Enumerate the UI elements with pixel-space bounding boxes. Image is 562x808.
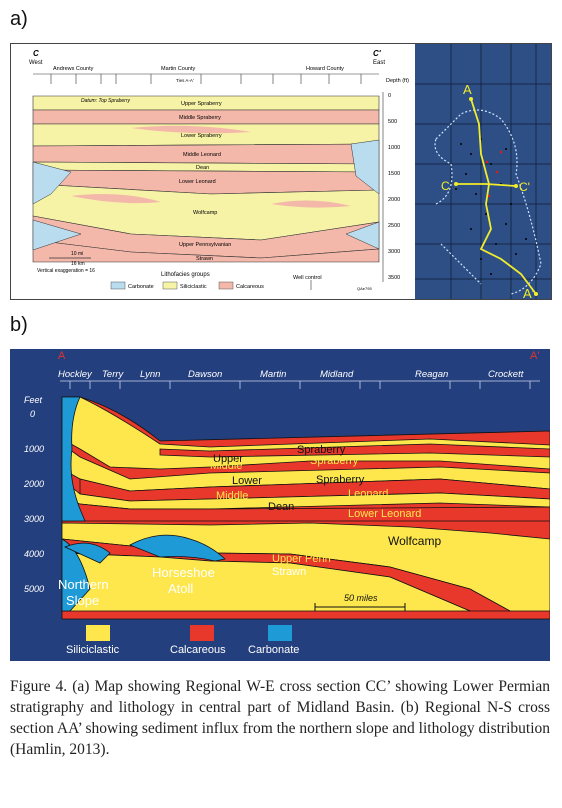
svg-text:Lynn: Lynn: [140, 369, 160, 380]
county-howard: Howard County: [306, 66, 344, 72]
svg-text:Dawson: Dawson: [188, 369, 222, 380]
map-label-c: C: [441, 179, 450, 193]
unit-dean: Dean: [196, 165, 209, 171]
svg-text:Leonard: Leonard: [348, 488, 388, 500]
unit-strawn: Strawn: [196, 256, 213, 262]
legend-swatch-calcareous: [190, 625, 214, 641]
svg-text:4000: 4000: [24, 549, 44, 559]
unit-upper-spraberry: Upper Spraberry: [181, 101, 222, 107]
svg-text:Upper: Upper: [213, 453, 243, 465]
cross-section-cc: [32, 92, 380, 263]
end-label-c-prime: C': [373, 49, 382, 58]
unit-middle-spraberry: Middle Spraberry: [179, 115, 221, 121]
svg-text:5000: 5000: [24, 584, 44, 594]
legend-swatch-siliciclastic: [86, 625, 110, 641]
svg-text:Hockley: Hockley: [58, 369, 93, 380]
svg-text:0: 0: [30, 409, 35, 419]
svg-text:Atoll: Atoll: [168, 581, 193, 596]
panel-label-a: a): [10, 8, 28, 30]
figure-caption: Figure 4. (a) Map showing Regional W-E c…: [10, 678, 550, 758]
svg-text:Northern: Northern: [58, 577, 109, 592]
county-labels: Hockley Terry Lynn Dawson Martin Midland…: [58, 369, 524, 380]
unit-wolfcamp: Wolfcamp: [193, 210, 217, 216]
unit-middle-leonard: Middle Leonard: [183, 152, 221, 158]
svg-text:500: 500: [388, 119, 397, 125]
location-map: A C C' A': [415, 44, 551, 301]
svg-text:Reagan: Reagan: [415, 369, 448, 380]
legend-calcareous: Calcareous: [236, 284, 264, 290]
unit-lower-leonard: Lower Leonard: [179, 179, 216, 185]
svg-text:Crockett: Crockett: [488, 369, 524, 380]
vertical-exaggeration: Vertical exaggeration = 16: [37, 268, 95, 274]
unit-upper-pennsylvanian: Upper Pennsylvanian: [179, 242, 231, 248]
svg-text:Spraberry: Spraberry: [316, 474, 365, 486]
unit-lower-spraberry: Lower Spraberry: [181, 133, 222, 139]
ties-label: Ties A-A': [176, 78, 194, 83]
svg-text:Wolfcamp: Wolfcamp: [388, 534, 441, 548]
svg-text:3000: 3000: [388, 249, 400, 255]
unit-labels-b: Upper Spraberry Middle Spraberry Lower S…: [210, 444, 441, 578]
svg-text:Spraberry: Spraberry: [297, 444, 346, 456]
depth-ticks-a: 0 500 1000 1500 2000 2500 3000 3500: [388, 93, 400, 281]
svg-text:Midland: Midland: [320, 369, 354, 380]
panel-label-b: b): [10, 314, 28, 336]
map-label-a-prime: A': [523, 286, 534, 299]
map-label-a: A: [463, 82, 472, 97]
legend-siliciclastic: Siliciclastic: [180, 284, 207, 290]
legend-carbonate: Carbonate: [248, 644, 299, 656]
lithofacies-title: Lithofacies groups: [161, 272, 210, 278]
well-ticks: [33, 73, 379, 84]
county-andrews: Andrews County: [53, 66, 94, 72]
end-label-a-prime: A': [530, 350, 539, 362]
svg-text:Terry: Terry: [102, 369, 125, 380]
svg-text:Martin: Martin: [260, 369, 286, 380]
legend-swatch-carbonate: [268, 625, 292, 641]
svg-text:Slope: Slope: [66, 593, 99, 608]
well-control-label: Well control: [293, 275, 322, 281]
svg-text:1000: 1000: [388, 145, 400, 151]
svg-text:2000: 2000: [388, 197, 400, 203]
northern-slope-label: Northern Slope: [58, 577, 109, 608]
svg-text:Dean: Dean: [268, 501, 294, 513]
end-label-c: C: [33, 49, 39, 58]
svg-text:1000: 1000: [24, 444, 44, 454]
legend-carbonate: Carbonate: [128, 284, 154, 290]
svg-text:2500: 2500: [388, 223, 400, 229]
svg-text:0: 0: [388, 93, 391, 99]
scale-mi: 10 mi: [71, 251, 83, 257]
svg-text:Strawn: Strawn: [272, 566, 306, 578]
dir-west: West: [29, 60, 43, 66]
svg-text:Spraberry: Spraberry: [310, 455, 359, 467]
legend-siliciclastic: Siliciclastic: [66, 644, 120, 656]
figure-b-cross-section: A A' Hockley Terry Lynn Dawson Martin Mi…: [10, 349, 551, 661]
depth-ticks-b: 0 1000 2000 3000 4000 5000: [23, 409, 44, 594]
svg-text:3000: 3000: [24, 514, 44, 524]
svg-text:Horseshoe: Horseshoe: [152, 565, 215, 580]
svg-text:Upper Penn: Upper Penn: [272, 553, 331, 565]
dir-east: East: [373, 60, 385, 66]
figure-a-cross-section: C West C' East Andrews County Martin Cou…: [10, 43, 552, 301]
svg-text:Lower Leonard: Lower Leonard: [348, 508, 421, 520]
horseshoe-atoll-label: Horseshoe Atoll: [152, 565, 215, 596]
scale-km: 16 km: [71, 261, 85, 267]
figure-code: QAe795: [357, 286, 372, 291]
svg-text:1500: 1500: [388, 171, 400, 177]
county-martin: Martin County: [161, 66, 195, 72]
strata: [61, 396, 551, 620]
svg-text:3500: 3500: [388, 275, 400, 281]
svg-text:Middle: Middle: [210, 460, 242, 472]
map-label-c-prime: C': [519, 180, 530, 194]
end-label-a: A: [58, 350, 66, 362]
svg-text:Middle: Middle: [216, 490, 248, 502]
datum-label: Datum: Top Spraberry: [81, 98, 131, 104]
well-ticks-b: [60, 380, 540, 389]
svg-text:Lower: Lower: [232, 475, 262, 487]
depth-axis-title: Depth (ft): [386, 78, 409, 84]
legend-calcareous: Calcareous: [170, 644, 226, 656]
svg-text:2000: 2000: [23, 479, 44, 489]
scale-50-miles: 50 miles: [344, 593, 378, 603]
feet-title: Feet: [24, 395, 43, 405]
